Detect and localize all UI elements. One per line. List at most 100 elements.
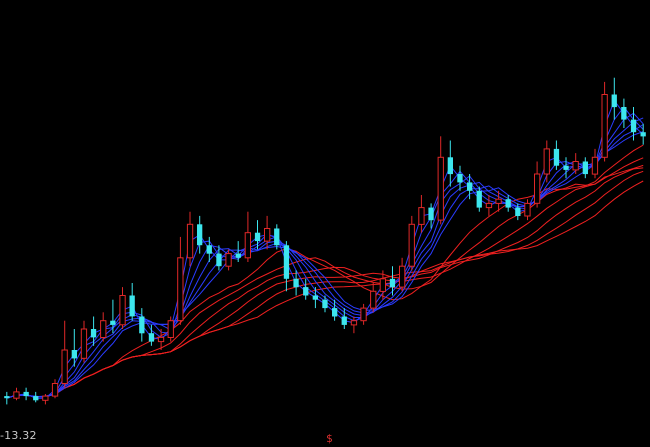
candle [139,308,145,342]
candle-body [408,223,415,267]
candle-body [524,202,531,217]
candle [553,140,560,170]
candle [341,308,347,329]
candle-body [341,316,347,325]
candle [157,329,165,350]
candles [4,77,646,405]
candle-body [157,336,165,343]
candle-body [591,156,599,175]
candle-body [13,391,20,399]
candle [437,136,444,225]
candle [90,316,97,346]
candle [543,140,550,183]
candle [591,148,599,179]
candle-body [186,223,194,259]
candle [167,316,174,342]
candle [13,387,20,401]
candle [428,203,434,229]
candle [177,236,184,325]
candle [216,245,222,271]
candle-body [274,228,280,246]
candle [476,186,482,212]
candle [264,215,271,250]
candle [370,283,377,313]
candle [80,320,88,363]
candle-body [457,174,463,183]
candle-body [80,328,88,359]
candle-body [485,202,493,209]
candle [293,270,299,296]
long-ma-line-27 [6,180,644,399]
candle-body [148,333,155,342]
candle [235,241,241,262]
candle-body [515,207,521,216]
candle [505,195,511,212]
candle-body [379,278,387,292]
candle [61,320,68,388]
candle-body [630,119,637,133]
candle-body [476,190,482,208]
candle [110,299,116,334]
candle-body [332,308,338,317]
candle [225,249,232,271]
long-ma-line-12 [6,144,644,399]
candle [601,81,608,162]
price-low-label: -13.32 [0,429,37,442]
candle [186,211,194,267]
candle-body [244,232,251,259]
candle [71,329,77,367]
candle [206,236,212,262]
candle [100,312,107,342]
candle [534,161,541,208]
candle-body [303,287,309,296]
candle [515,203,521,221]
candle-body [33,396,39,401]
candle-body [197,224,203,246]
candle-body [360,307,367,322]
candle-body [621,107,627,120]
candle [274,224,280,250]
candle-body [418,207,425,225]
candle [322,295,328,313]
long-ma-line-21 [6,167,644,399]
candle-body [90,329,97,338]
candle-body [71,350,77,359]
candle-body [428,207,434,221]
candle [283,241,290,292]
candle-body [553,148,560,166]
candle [254,220,261,250]
candle [418,195,425,233]
candle [389,266,396,296]
candle-body [51,383,59,397]
candle [119,287,126,329]
cursor-marker: $ [326,432,333,445]
short-ma-line-2 [6,99,644,399]
candle [51,379,59,399]
candle [350,316,358,334]
candle-body [437,156,444,221]
candle-body [235,253,241,258]
candle [33,391,39,403]
candle-body [495,198,502,204]
candle-body [370,290,377,309]
candle-body [611,94,617,108]
candle [379,270,387,300]
candle-body [216,253,222,267]
candle [42,394,49,405]
candle [572,153,579,174]
long-ma-line-24 [6,170,644,399]
candle [621,98,627,128]
candle-body [293,278,299,288]
candle [582,157,588,179]
candle-body [447,157,453,175]
candle-body [640,132,646,137]
candle [467,174,473,200]
candle-body [543,148,550,175]
candle-body [129,295,135,317]
candle-body [572,161,579,171]
candle-body [100,320,107,339]
candle-body [505,199,511,208]
candle-body [601,94,608,158]
candle-body [563,165,569,170]
candle-body [350,320,358,326]
